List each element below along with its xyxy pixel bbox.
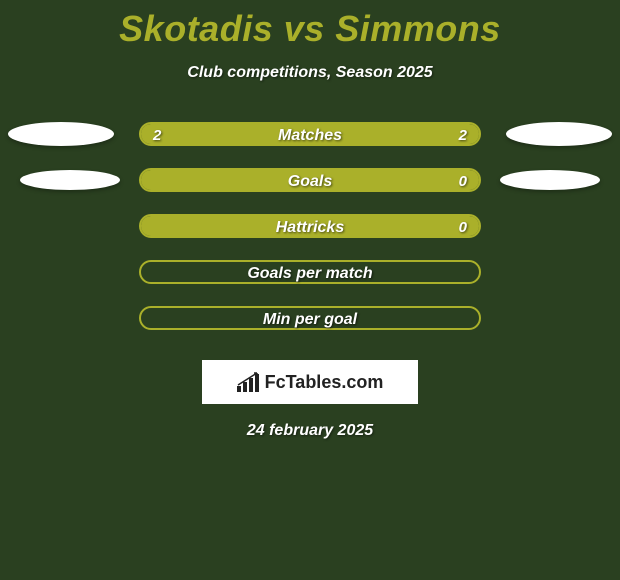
player-ellipse-right — [506, 122, 612, 146]
comparison-rows: 22Matches 0Goals 0Hattricks Goals per match… — [0, 122, 620, 352]
stat-bar: 22Matches — [139, 122, 481, 146]
stat-bar: 0Goals — [139, 168, 481, 192]
stat-label: Matches — [141, 124, 479, 148]
page-subtitle: Club competitions, Season 2025 — [0, 64, 620, 82]
stat-label: Min per goal — [141, 308, 479, 332]
stat-row: 0Goals — [0, 168, 620, 214]
stat-label: Hattricks — [141, 216, 479, 240]
bars-icon — [237, 372, 261, 392]
logo-box: FcTables.com — [202, 360, 418, 404]
stat-bar: Goals per match — [139, 260, 481, 284]
page-title: Skotadis vs Simmons — [0, 0, 620, 50]
stat-bar: Min per goal — [139, 306, 481, 330]
stat-label: Goals — [141, 170, 479, 194]
date-text: 24 february 2025 — [0, 422, 620, 440]
stat-label: Goals per match — [141, 262, 479, 286]
player-ellipse-left — [20, 170, 120, 190]
stat-row: 22Matches — [0, 122, 620, 168]
player-ellipse-right — [500, 170, 600, 190]
stat-row: Min per goal — [0, 306, 620, 352]
stat-row: Goals per match — [0, 260, 620, 306]
stat-row: 0Hattricks — [0, 214, 620, 260]
player-ellipse-left — [8, 122, 114, 146]
logo: FcTables.com — [237, 372, 384, 393]
logo-text: FcTables.com — [265, 372, 384, 393]
stat-bar: 0Hattricks — [139, 214, 481, 238]
